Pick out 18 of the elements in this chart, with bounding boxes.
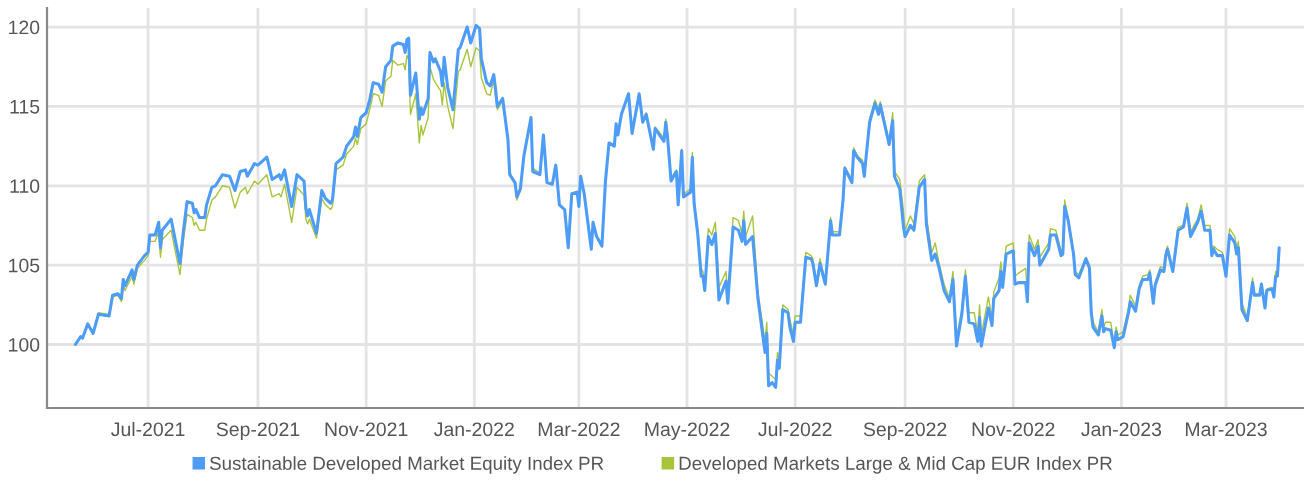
y-tick-label: 115	[10, 100, 40, 114]
x-tick-label: Mar-2023	[1185, 422, 1267, 437]
x-tick-label: Sep-2022	[863, 422, 947, 441]
x-tick-label: Jul-2021	[111, 421, 185, 437]
x-tick-label: Sep-2021	[216, 422, 300, 441]
x-tick-label: Jan-2023	[1081, 422, 1162, 437]
y-tick-label: 100	[9, 337, 40, 352]
x-tick-label: Nov-2022	[972, 422, 1055, 437]
x-tick-label: May-2022	[645, 422, 730, 441]
y-tick-label: 110	[10, 179, 40, 194]
x-tick-label: Mar-2022	[538, 422, 620, 437]
y-tick-label: 105	[9, 258, 40, 273]
x-tick-label: Jul-2022	[758, 421, 832, 437]
legend-label: Sustainable Developed Market Equity Index PR	[209, 456, 604, 474]
x-tick-label: Jan-2022	[434, 422, 514, 437]
y-tick-label: 120	[9, 20, 40, 35]
legend-label: Developed Markets Large & Mid Cap EUR Index PR	[679, 456, 1112, 474]
x-tick-label: Nov-2021	[325, 422, 408, 437]
